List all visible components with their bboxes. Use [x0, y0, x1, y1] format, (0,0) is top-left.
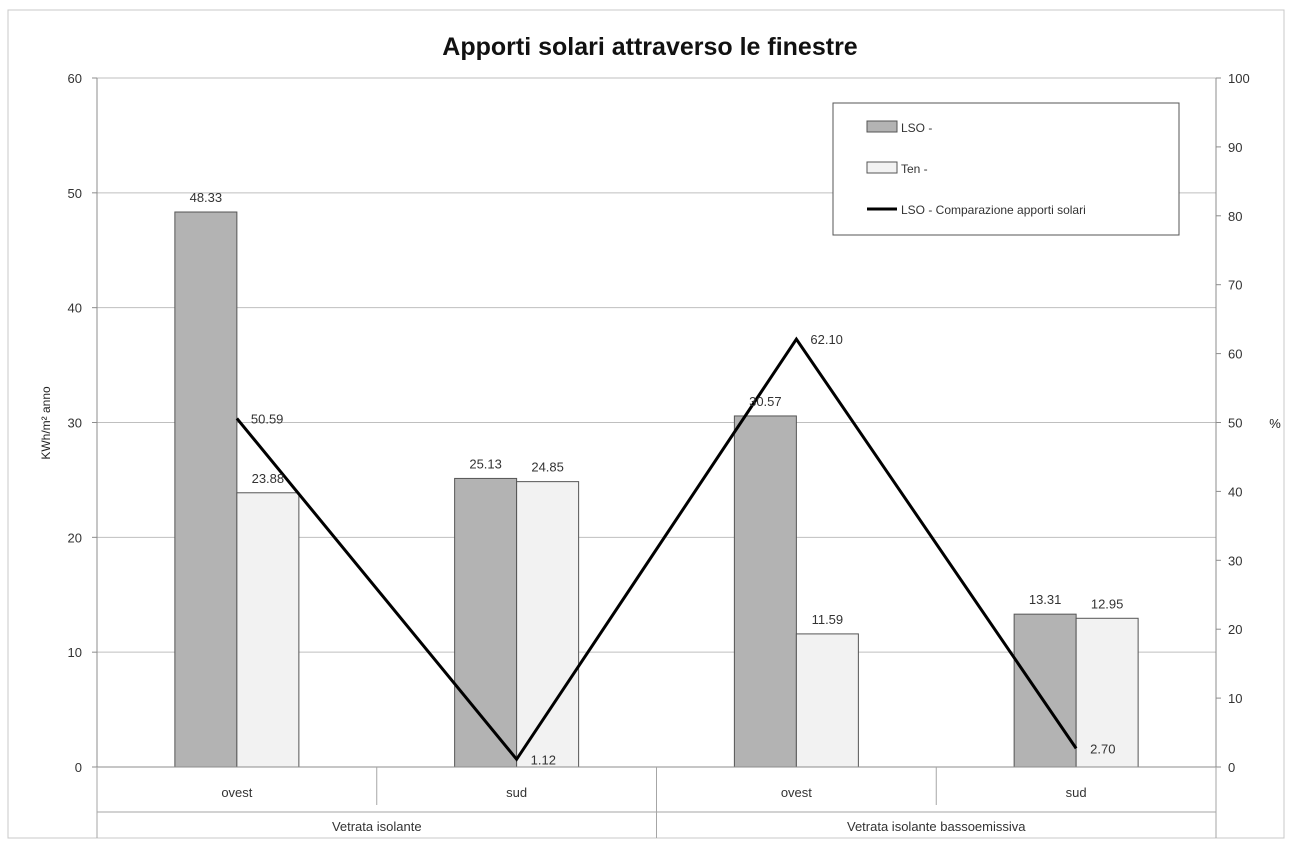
y2-tick-label: 60	[1228, 347, 1242, 362]
bar	[174, 211, 238, 768]
bar-data-label: 24.85	[531, 460, 564, 475]
bar-data-label: 12.95	[1091, 596, 1124, 611]
bar	[236, 492, 300, 768]
y2-tick-label: 10	[1228, 691, 1242, 706]
y2-tick-label: 90	[1228, 140, 1242, 155]
legend-label: LSO - Comparazione apporti solari	[901, 203, 1086, 217]
bar-data-label: 11.59	[812, 612, 844, 627]
bar-data-label: 23.88	[252, 471, 285, 486]
x-tick-label: ovest	[221, 785, 252, 800]
y2-tick-label: 50	[1228, 416, 1242, 431]
y-tick-label: 30	[68, 416, 82, 431]
x-tick-label: ovest	[781, 785, 812, 800]
y2-tick-label: 0	[1228, 760, 1235, 775]
line-data-label: 1.12	[531, 752, 556, 767]
y2-tick-label: 80	[1228, 209, 1242, 224]
y2-tick-label: 30	[1228, 553, 1242, 568]
y-tick-label: 60	[68, 71, 82, 86]
chart-frame	[7, 9, 1285, 839]
bar	[795, 633, 859, 768]
legend: LSO - Ten - LSO - Comparazione apporti sol…	[832, 102, 1180, 236]
bars	[174, 211, 1139, 768]
bar	[516, 481, 580, 768]
bar	[454, 477, 518, 768]
y2-tick-label: 40	[1228, 484, 1242, 499]
line-data-label: 2.70	[1090, 741, 1115, 756]
x-tick-label: sud	[1066, 785, 1087, 800]
x-group-label: Vetrata isolante bassoemissiva	[847, 819, 1026, 834]
legend-label: Ten -	[901, 162, 928, 176]
y2-tick-label: 20	[1228, 622, 1242, 637]
y-tick-label: 40	[68, 301, 82, 316]
bar	[733, 415, 797, 768]
y-tick-label: 10	[68, 645, 82, 660]
line-data-label: 50.59	[251, 411, 284, 426]
y2-tick-label: 70	[1228, 278, 1242, 293]
bar-data-label: 48.33	[190, 190, 223, 205]
y2-tick-label: 100	[1228, 71, 1250, 86]
legend-label: LSO -	[901, 121, 932, 135]
y-axis-title: KWh/m² anno	[39, 386, 53, 460]
line-data-label: 62.10	[810, 332, 843, 347]
x-group-label: Vetrata isolante	[332, 819, 422, 834]
x-tick-label: sud	[506, 785, 527, 800]
comparison-line	[235, 336, 1078, 762]
bar	[1013, 613, 1077, 768]
data-labels: 48.33 25.13 30.57 13.31 23.88 24.85 11.59 12.95…	[190, 190, 1124, 767]
chart-title: Apporti solari attraverso le finestre	[442, 33, 858, 61]
axes: 0 10 20 30 40 50 60 0 10 20 30 40 50 60 70 80 90 100 KWh/m…	[39, 71, 1281, 838]
y-tick-label: 50	[68, 186, 82, 201]
legend-swatch	[866, 161, 898, 174]
bar-data-label: 25.13	[469, 456, 502, 471]
bar-data-label: 30.57	[749, 394, 782, 409]
legend-swatch	[866, 120, 898, 133]
y-tick-label: 0	[75, 760, 82, 775]
y2-axis-title: %	[1269, 416, 1281, 431]
line-series	[235, 336, 1078, 762]
y-tick-label: 20	[68, 530, 82, 545]
bar-data-label: 13.31	[1029, 592, 1062, 607]
